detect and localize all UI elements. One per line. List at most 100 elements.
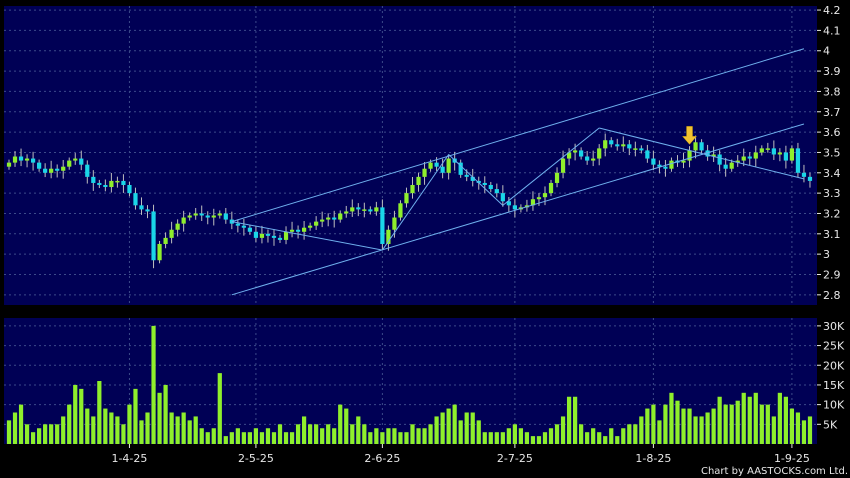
candle xyxy=(560,150,566,179)
volume-bar xyxy=(61,416,66,444)
candle-body xyxy=(488,184,493,190)
volume-bar xyxy=(332,428,337,444)
volume-bar xyxy=(795,412,801,444)
candle-body xyxy=(139,205,144,210)
candle-body xyxy=(175,223,180,230)
candle xyxy=(223,207,228,224)
volume-tick-label: 30K xyxy=(823,320,845,333)
volume-bar xyxy=(308,424,313,444)
volume-bar xyxy=(139,420,144,444)
price-tick-label: 3.9 xyxy=(823,65,841,78)
candle-body xyxy=(597,148,602,159)
volume-bar xyxy=(500,432,505,444)
candle xyxy=(579,147,584,160)
volume-bar xyxy=(301,416,307,444)
candle xyxy=(621,136,626,152)
price-tick-label: 4.1 xyxy=(823,24,841,37)
candle xyxy=(723,157,728,177)
candle xyxy=(807,172,813,188)
volume-bar xyxy=(591,428,596,444)
volume-tick-label: 15K xyxy=(823,379,845,392)
volume-bar xyxy=(548,428,554,444)
candle-body xyxy=(109,180,114,188)
volume-bar xyxy=(85,408,90,444)
candle xyxy=(374,201,379,216)
candle-body xyxy=(470,176,475,181)
volume-bar xyxy=(115,416,120,444)
volume-bar xyxy=(211,428,216,444)
candle-body xyxy=(67,160,72,167)
volume-bar xyxy=(18,404,24,444)
candle-body xyxy=(289,229,295,232)
volume-bar xyxy=(753,392,758,444)
candle-body xyxy=(18,156,24,161)
volume-bar xyxy=(621,428,626,444)
volume-bar xyxy=(109,412,114,444)
candle-body xyxy=(30,158,36,163)
candle-body xyxy=(663,166,668,169)
volume-bar xyxy=(404,432,409,444)
candle-body xyxy=(795,148,801,173)
volume-bar xyxy=(289,432,295,444)
candle xyxy=(380,199,385,250)
candle xyxy=(157,240,162,264)
candle-body xyxy=(247,227,253,232)
candle-body xyxy=(157,243,162,261)
candle-body xyxy=(783,152,788,161)
volume-bar xyxy=(314,424,319,444)
candle xyxy=(6,159,12,170)
candle-body xyxy=(133,193,138,206)
copyright-text: Chart by AASTOCKS.com Ltd. xyxy=(701,466,848,477)
volume-bar xyxy=(229,432,234,444)
volume-bar xyxy=(422,428,427,444)
candle xyxy=(235,219,240,233)
candle xyxy=(416,172,421,192)
candle xyxy=(530,191,536,211)
candle xyxy=(458,159,463,178)
candle xyxy=(615,138,620,151)
candle xyxy=(572,143,578,161)
volume-bar xyxy=(723,404,728,444)
volume-bar xyxy=(265,428,271,444)
volume-bar xyxy=(235,428,240,444)
volume-bar xyxy=(452,404,457,444)
candle xyxy=(729,159,734,172)
candle xyxy=(37,159,42,172)
candle xyxy=(326,213,331,227)
volume-bar xyxy=(482,432,487,444)
candle xyxy=(121,174,126,193)
candle xyxy=(597,144,602,166)
volume-bar xyxy=(651,404,656,444)
candle xyxy=(338,210,343,223)
volume-bar xyxy=(470,412,475,444)
volume-bar xyxy=(741,392,746,444)
candle-body xyxy=(579,150,584,157)
candle-body xyxy=(301,227,307,232)
zigzag-line xyxy=(599,127,805,180)
zigzag-line xyxy=(381,154,450,251)
candle xyxy=(554,167,560,188)
price-tick-label: 3.4 xyxy=(823,167,841,180)
candle xyxy=(506,196,511,213)
candle xyxy=(344,205,349,218)
candle-body xyxy=(205,215,210,218)
volume-bar xyxy=(530,436,536,444)
zigzag-line xyxy=(231,221,383,251)
candle-body xyxy=(271,235,277,238)
volume-bar xyxy=(585,432,590,444)
volume-bar xyxy=(121,424,126,444)
candle-body xyxy=(494,189,499,194)
date-tick-label: 2-7-25 xyxy=(497,452,533,465)
volume-bar xyxy=(133,388,138,444)
candle-body xyxy=(422,168,427,177)
candle xyxy=(627,140,632,156)
volume-bar xyxy=(765,404,770,444)
candle-body xyxy=(801,172,807,177)
candle xyxy=(488,181,493,193)
volume-bar xyxy=(524,432,530,444)
candle-body xyxy=(723,164,728,169)
candle-body xyxy=(753,152,758,159)
candle xyxy=(139,197,144,215)
volume-bar xyxy=(494,432,499,444)
